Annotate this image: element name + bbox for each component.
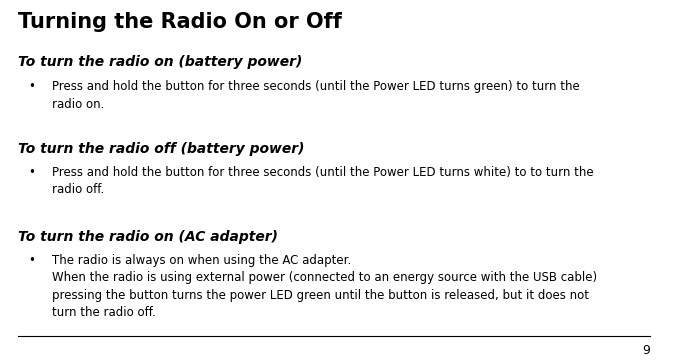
Text: •: • <box>28 80 35 93</box>
Text: •: • <box>28 254 35 267</box>
Text: The radio is always on when using the AC adapter.: The radio is always on when using the AC… <box>52 254 351 267</box>
Text: Press and hold the button for three seconds (until the Power LED turns green) to: Press and hold the button for three seco… <box>52 80 580 110</box>
Text: Turning the Radio On or Off: Turning the Radio On or Off <box>18 12 342 32</box>
Text: 9: 9 <box>642 344 650 357</box>
Text: To turn the radio on (battery power): To turn the radio on (battery power) <box>18 55 303 69</box>
Text: To turn the radio on (AC adapter): To turn the radio on (AC adapter) <box>18 230 278 244</box>
Text: Press and hold the button for three seconds (until the Power LED turns white) to: Press and hold the button for three seco… <box>52 166 594 196</box>
Text: •: • <box>28 166 35 179</box>
Text: When the radio is using external power (connected to an energy source with the U: When the radio is using external power (… <box>52 271 597 319</box>
Text: To turn the radio off (battery power): To turn the radio off (battery power) <box>18 142 305 156</box>
